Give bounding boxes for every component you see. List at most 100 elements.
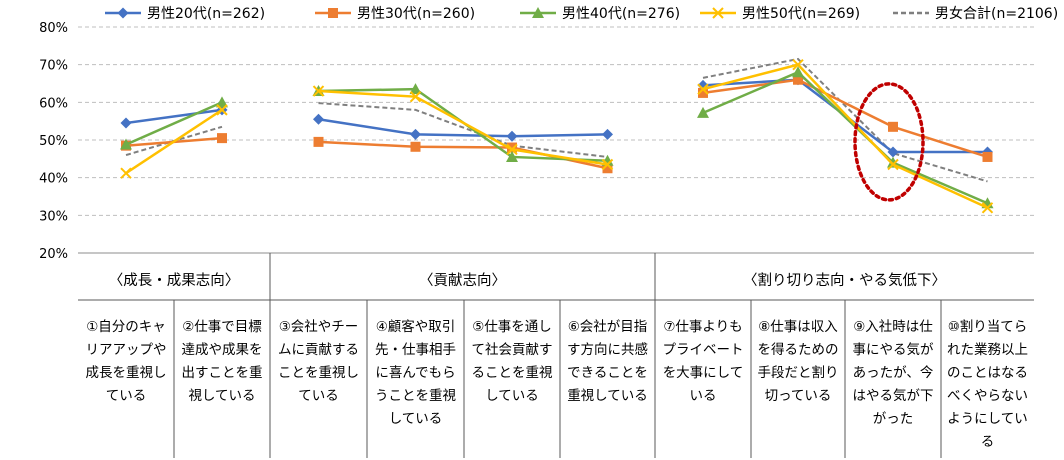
category-label-line: プライベート [663, 342, 744, 358]
category-label-line: ムに貢献する [278, 342, 359, 358]
category-label-line: す方向に共感 [567, 341, 648, 358]
legend-label: 男性20代(n=262) [147, 6, 265, 22]
y-tick-label: 40% [39, 172, 68, 187]
category-label-line: ②仕事で目標 [182, 319, 262, 335]
legend-label: 男性50代(n=269) [742, 6, 860, 22]
series-4 [120, 58, 994, 214]
category-label-line: ⑧仕事は収入 [758, 319, 838, 335]
y-tick-label: 80% [39, 21, 68, 36]
category-label-line: あったが、今 [853, 365, 934, 381]
category-label-line: 重視している [567, 388, 648, 404]
series-line [702, 57, 988, 183]
legend-item: 男性20代(n=262) [105, 6, 265, 22]
y-axis: 20% 30% 40% 50% 60% 70% 80% [39, 21, 68, 262]
series-layer [120, 57, 994, 214]
category-label-line: がった [873, 411, 914, 427]
category-label-line: リアアップや [86, 342, 167, 358]
diamond-marker [117, 7, 129, 19]
group-label: 〈成長・成果志向〉 [109, 272, 240, 289]
highlight-ellipse [853, 82, 925, 202]
x-marker [697, 83, 709, 95]
series-line [318, 89, 608, 166]
category-label-line: ⑤仕事を通し [472, 319, 552, 335]
x-marker [712, 7, 724, 19]
x-marker [506, 143, 518, 156]
data-point [887, 158, 899, 171]
series-line [702, 63, 989, 209]
legend: 男性20代(n=262) 男性30代(n=260) 男性40代(n=276) 男性50… [105, 5, 1058, 22]
square-marker [602, 163, 613, 174]
highlight-layer [853, 82, 925, 202]
category-label-line: ⑦仕事よりも [663, 319, 742, 335]
x-marker [312, 85, 325, 97]
category-label-line: のことはなる [947, 365, 1028, 381]
square-marker [982, 151, 993, 162]
triangle-marker [532, 7, 544, 18]
category-label-line: て社会貢献す [472, 342, 553, 358]
category-label-line: べくやらない [947, 388, 1028, 404]
category-label-line: ることを重視 [472, 365, 553, 381]
category-label-line: 先・仕事相手 [375, 342, 456, 358]
data-point [409, 90, 422, 103]
series-line [125, 101, 223, 146]
data-point [602, 128, 613, 140]
square-marker [313, 136, 324, 147]
legend-label: 男性30代(n=260) [357, 6, 475, 22]
data-point [216, 104, 228, 116]
category-label-line: 視している [188, 388, 255, 404]
data-point [888, 121, 898, 132]
data-point [507, 142, 517, 153]
square-marker [888, 121, 898, 132]
legend-item: 男性30代(n=260) [315, 6, 475, 22]
category-label-line: れた業務以上 [947, 342, 1028, 358]
x-marker [981, 202, 994, 214]
data-point [697, 106, 709, 118]
data-point [792, 66, 804, 78]
data-point [698, 87, 708, 98]
square-marker [328, 8, 338, 18]
data-point [506, 150, 518, 162]
triangle-marker [120, 138, 132, 150]
category-label-line: うことを重視 [375, 388, 456, 404]
category-label-line: いる [690, 388, 717, 404]
grid [78, 26, 1034, 254]
series-line [125, 108, 223, 125]
legend-item: 男性50代(n=269) [700, 6, 860, 22]
data-point [410, 128, 421, 140]
series-1 [120, 74, 993, 158]
category-label-line: ようにしてい [947, 411, 1028, 427]
legend-item: 男女合計(n=2106) [893, 5, 1058, 22]
category-label-line: 手段だと割り [758, 364, 839, 381]
square-marker [793, 74, 803, 85]
x-marker [216, 104, 228, 116]
category-label-line: に喜んでもら [375, 365, 455, 381]
category-label-line: ている [298, 388, 339, 404]
category-label-line: ている [106, 388, 147, 404]
data-point [602, 163, 613, 174]
series-line [318, 102, 608, 158]
legend-label: 男女合計(n=2106) [935, 5, 1058, 22]
series-3 [120, 66, 994, 209]
data-point [410, 141, 421, 152]
data-point [120, 167, 132, 179]
data-point [792, 58, 804, 71]
y-tick-label: 20% [39, 247, 68, 262]
category-label-line: はやる気が下 [853, 388, 934, 404]
category-label-line: している [485, 388, 539, 404]
category-label-line: 出すことを重 [182, 365, 263, 381]
category-label-line: を大事にして [663, 365, 744, 381]
category-label-line: 成長を重視し [86, 365, 167, 381]
data-point [887, 146, 899, 158]
legend-label: 男性40代(n=276) [562, 6, 680, 22]
data-point [981, 202, 994, 214]
square-marker [698, 87, 708, 98]
category-label-line: ④顧客や取引 [376, 318, 456, 335]
